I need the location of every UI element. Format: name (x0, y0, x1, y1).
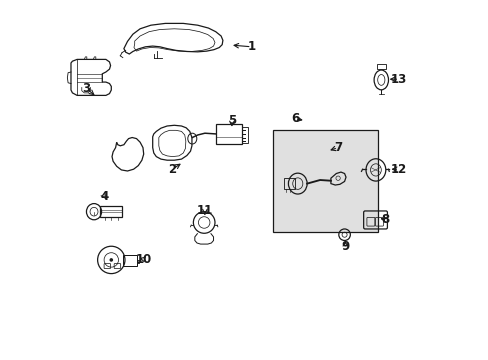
Text: 11: 11 (196, 204, 213, 217)
Text: 1: 1 (247, 40, 255, 53)
Text: 4: 4 (100, 190, 108, 203)
Bar (273, 130, 377, 232)
Circle shape (109, 258, 113, 262)
Text: 9: 9 (341, 240, 349, 253)
Text: 2: 2 (168, 163, 176, 176)
Text: 5: 5 (227, 114, 236, 127)
Text: 10: 10 (135, 253, 151, 266)
Text: 8: 8 (380, 213, 388, 226)
Text: 3: 3 (82, 82, 90, 95)
Text: 7: 7 (333, 141, 342, 154)
Text: 13: 13 (390, 73, 407, 86)
Text: 12: 12 (390, 163, 407, 176)
Text: 6: 6 (290, 112, 299, 125)
